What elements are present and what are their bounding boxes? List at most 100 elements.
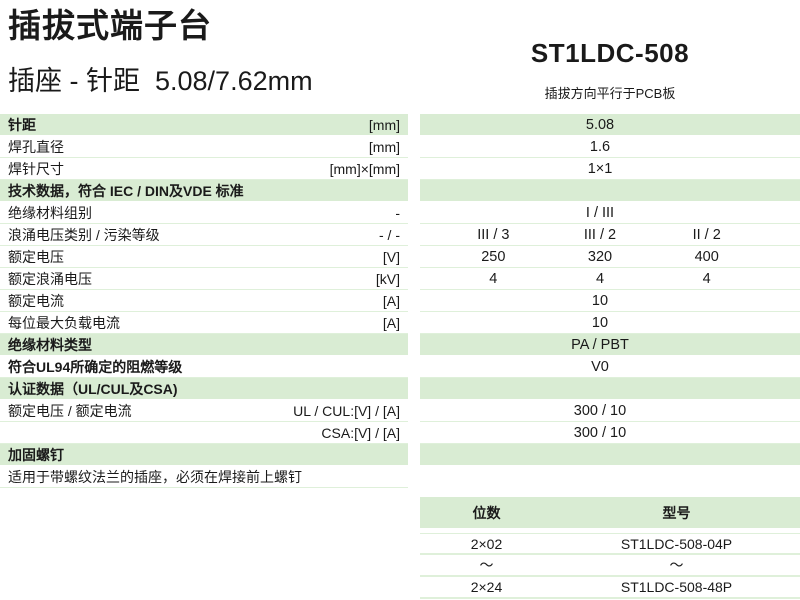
spec-row-left: 焊针尺寸 [mm]×[mm] [0,158,408,180]
spec-label: 焊孔直径 [8,138,64,155]
spec-value: 4 [702,270,711,287]
spec-value: 1×1 [587,160,613,177]
order-header-positions: 位数 [472,504,501,521]
spec-row-left: 适用于带螺纹法兰的插座，必须在焊接前上螺钉 [0,466,408,488]
spec-unit: [A] [382,314,400,331]
spec-row-left: 额定电流 [A] [0,290,408,312]
spec-row-left: 绝缘材料类型 [0,334,408,356]
spec-values: PA / PBT [420,334,800,356]
spec-label: 绝缘材料类型 [8,336,92,353]
spec-values: 300 / 10 [420,400,800,422]
spec-row-left: 每位最大负载电流 [A] [0,312,408,334]
spec-row: 技术数据，符合 IEC / DIN及VDE 标准 [0,180,800,202]
spec-row: 焊孔直径 [mm] 1.6 [0,136,800,158]
spec-row: 认证数据（UL/CUL及CSA) [0,378,800,400]
product-model: ST1LDC-508 [530,38,690,68]
spec-label: 适用于带螺纹法兰的插座，必须在焊接前上螺钉 [8,468,302,485]
spec-row-left: 针距 [mm] [0,114,408,136]
spec-values: 300 / 10 [420,422,800,444]
header-right: ST1LDC-508 插拔方向平行于PCB板 [420,38,800,102]
spec-row-left: 额定电压 / 额定电流 UL / CUL:[V] / [A] [0,400,408,422]
spec-value: 400 [694,248,719,265]
order-positions: 2×24 [470,579,503,595]
spec-value: III / 3 [477,226,510,243]
spec-row-left: 认证数据（UL/CUL及CSA) [0,378,408,400]
order-table: 位数 型号 2×02 ST1LDC-508-04P 〜 〜 2×24 ST1LD… [420,497,800,599]
order-header-model: 型号 [662,504,691,521]
spec-values: III / 3 III / 2 II / 2 [420,224,800,246]
spec-row-left: 浪涌电压类别 / 污染等级 - / - [0,224,408,246]
spec-unit: [mm] [368,116,400,133]
spec-row: 额定电压 [V] 250 320 400 [0,246,800,268]
spec-values: I / III [420,202,800,224]
spec-row: 浪涌电压类别 / 污染等级 - / - III / 3 III / 2 II / 2 [0,224,800,246]
spec-value: III / 2 [583,226,617,243]
spec-label: 额定电压 [8,248,64,265]
spec-row: 针距 [mm] 5.08 [0,114,800,136]
spec-label: 焊针尺寸 [8,160,64,177]
spec-row-left: CSA:[V] / [A] [0,422,408,444]
spec-values: V0 [420,356,800,378]
spec-unit: - / - [379,226,400,243]
order-model: ST1LDC-508-48P [620,579,733,595]
spec-value: 1.6 [589,138,611,155]
page-subtitle: 插座 - 针距 5.08/7.62mm [8,65,313,96]
spec-row: 绝缘材料组别 - I / III [0,202,800,224]
spec-unit: [mm]×[mm] [329,160,400,177]
order-positions: 2×02 [470,535,503,552]
spec-values [420,444,800,466]
order-row: 2×02 ST1LDC-508-04P [420,533,800,555]
order-table-header: 位数 型号 [420,497,800,533]
order-table-body: 2×02 ST1LDC-508-04P 〜 〜 2×24 ST1LDC-508-… [420,533,800,599]
spec-value: 10 [591,314,609,331]
spec-values: 4 4 4 [420,268,800,290]
spec-row: 加固螺钉 [0,444,800,466]
spec-value: 5.08 [585,116,615,133]
spec-row: 额定浪涌电压 [kV] 4 4 4 [0,268,800,290]
spec-row: 额定电流 [A] 10 [0,290,800,312]
order-row: 2×24 ST1LDC-508-48P [420,577,800,599]
spec-value: I / III [585,204,615,221]
spec-row-left: 加固螺钉 [0,444,408,466]
spec-row: 额定电压 / 额定电流 UL / CUL:[V] / [A] 300 / 10 [0,400,800,422]
spec-values [420,466,800,488]
spec-label: 浪涌电压类别 / 污染等级 [8,226,160,243]
spec-unit: [V] [382,248,400,265]
spec-row: 符合UL94所确定的阻燃等级 V0 [0,356,800,378]
spec-row: 绝缘材料类型 PA / PBT [0,334,800,356]
spec-row: 每位最大负载电流 [A] 10 [0,312,800,334]
spec-label: 认证数据（UL/CUL及CSA) [8,380,178,397]
spec-values [420,180,800,202]
spec-value: 300 / 10 [573,424,627,441]
spec-row: CSA:[V] / [A] 300 / 10 [0,422,800,444]
spec-row-left: 绝缘材料组别 - [0,202,408,224]
spec-value: 250 [481,248,506,265]
spec-values: 10 [420,290,800,312]
spec-label: 每位最大负载电流 [8,314,120,331]
order-model: 〜 [669,557,684,573]
spec-label: 加固螺钉 [8,446,64,463]
spec-value: 320 [587,248,613,265]
spec-values [420,378,800,400]
spec-unit: [mm] [368,138,400,155]
header-left: 插拔式端子台 插座 - 针距 5.08/7.62mm [8,6,313,98]
order-row: 〜 〜 [420,555,800,577]
spec-row-left: 额定浪涌电压 [kV] [0,268,408,290]
product-model-note: 插拔方向平行于PCB板 [544,86,676,101]
spec-value: 10 [591,292,609,309]
spec-table: 针距 [mm] 5.08 焊孔直径 [mm] 1.6 焊针尺寸 [mm]×[mm… [0,114,800,488]
spec-label: 针距 [8,116,36,133]
spec-value: II / 2 [692,226,721,243]
spec-unit: CSA:[V] / [A] [321,424,400,441]
spec-value: V0 [591,358,609,375]
spec-unit: [A] [382,292,400,309]
spec-values: 5.08 [420,114,800,136]
order-positions: 〜 [479,557,494,573]
spec-row: 适用于带螺纹法兰的插座，必须在焊接前上螺钉 [0,466,800,488]
spec-unit: [kV] [375,270,400,287]
order-model: ST1LDC-508-04P [620,535,733,552]
spec-values: 1.6 [420,136,800,158]
spec-unit: - [395,204,400,221]
spec-row: 焊针尺寸 [mm]×[mm] 1×1 [0,158,800,180]
spec-label: 额定电压 / 额定电流 [8,402,132,419]
